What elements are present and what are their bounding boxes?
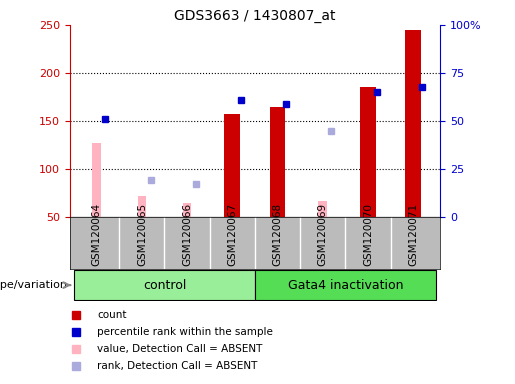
Bar [92,143,101,217]
Text: GSM120070: GSM120070 [363,203,373,266]
Text: rank, Detection Call = ABSENT: rank, Detection Call = ABSENT [97,361,258,371]
Text: GSM120067: GSM120067 [227,203,237,266]
Bar [360,88,376,217]
Text: GSM120069: GSM120069 [318,203,328,266]
Text: genotype/variation: genotype/variation [0,280,67,290]
Bar [318,201,327,217]
Text: GSM120066: GSM120066 [182,203,192,266]
Text: GSM120064: GSM120064 [92,203,101,266]
Text: value, Detection Call = ABSENT: value, Detection Call = ABSENT [97,344,263,354]
Text: count: count [97,310,127,320]
Title: GDS3663 / 1430807_at: GDS3663 / 1430807_at [174,8,336,23]
Text: GSM120068: GSM120068 [272,203,283,266]
Text: GSM120065: GSM120065 [137,203,147,266]
Text: Gata4 inactivation: Gata4 inactivation [287,279,403,291]
Bar [225,114,240,217]
Bar [270,107,285,217]
Bar [138,196,146,217]
Text: GSM120071: GSM120071 [408,203,418,266]
FancyBboxPatch shape [74,270,255,300]
Text: control: control [143,279,186,291]
Bar [183,203,192,217]
Bar [405,30,421,217]
FancyBboxPatch shape [255,270,436,300]
Text: percentile rank within the sample: percentile rank within the sample [97,327,273,337]
